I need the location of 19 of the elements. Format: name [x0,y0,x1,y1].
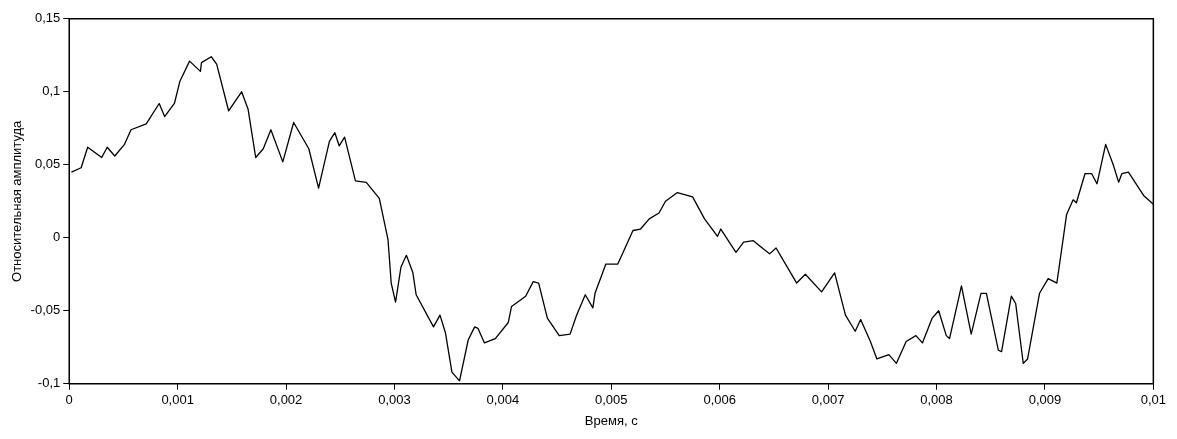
x-tick-label: 0,002 [269,392,303,408]
x-axis-title: Время, с [584,412,639,428]
y-tick-label: 0,1 [42,83,61,99]
x-tick-label: 0,007 [811,392,845,408]
x-tick-label: 0,005 [595,392,628,408]
x-tick-label: 0,009 [1028,392,1062,408]
x-tick-label: 0,003 [378,392,411,408]
x-tick-label: 0 [65,392,73,408]
y-tick-label: 0,05 [34,156,61,172]
y-tick-label: 0 [53,229,61,245]
x-tick-label: 0,008 [920,392,953,408]
y-tick-label: 0,15 [34,10,61,26]
x-tick-label: 0,004 [486,392,520,408]
y-tick-label: -0,05 [30,302,61,318]
x-tick-label: 0,006 [703,392,736,408]
y-tick-label: -0,1 [37,375,61,391]
y-axis-title: Относительная амплитуда [9,119,25,282]
x-tick-label: 0,01 [1140,392,1167,408]
x-tick-label: 0,001 [161,392,194,408]
